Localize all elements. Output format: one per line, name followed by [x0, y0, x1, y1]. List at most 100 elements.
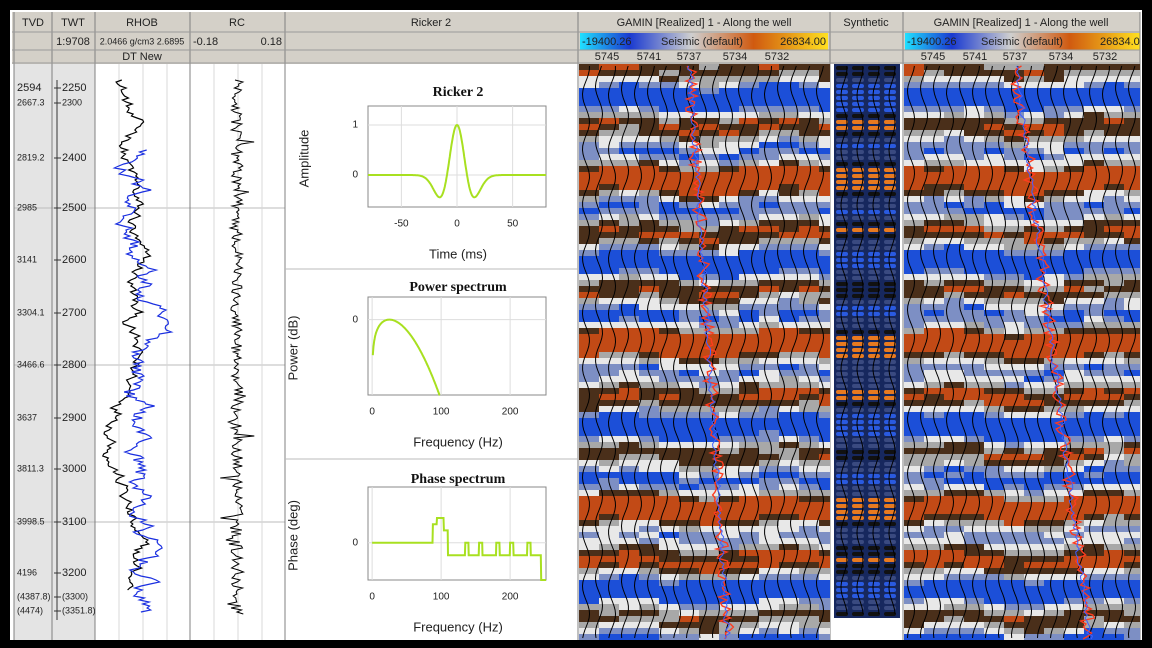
seismic-cell — [984, 220, 1004, 226]
seismic-cell — [984, 370, 1004, 376]
seismic-cell — [1084, 502, 1104, 508]
seismic-cell — [1044, 178, 1064, 184]
synthetic-cell — [884, 246, 896, 250]
seismic-cell — [719, 550, 739, 556]
seismic-cell — [819, 490, 830, 496]
seismic-cell — [739, 274, 759, 280]
seismic-cell — [819, 544, 830, 550]
seismic-cell — [944, 478, 964, 484]
synthetic-cell — [884, 96, 896, 100]
seismic-cell — [1124, 412, 1140, 418]
seismic-cell — [779, 286, 799, 292]
seismic-cell — [1124, 160, 1140, 166]
seismic-cell — [819, 598, 830, 604]
seismic-trace — [958, 65, 968, 639]
seismic-cell — [1024, 160, 1044, 166]
seismic-cell — [1064, 328, 1084, 334]
seismic-cell — [679, 346, 699, 352]
synthetic-cell — [836, 600, 848, 604]
seismic-cell — [904, 454, 924, 460]
seismic-cell — [1024, 544, 1044, 550]
seismic-cell — [619, 460, 639, 466]
seismic-cell — [799, 598, 819, 604]
synthetic-cell — [884, 558, 896, 562]
seismic-cell — [619, 88, 639, 94]
seismic-cell — [984, 592, 1004, 598]
seismic-cell — [1124, 232, 1140, 238]
seismic-cell — [944, 292, 964, 298]
seismic-cell — [579, 190, 599, 196]
seismic-cell — [984, 346, 1004, 352]
seismic-cell — [1004, 220, 1024, 226]
seismic-cell — [799, 148, 819, 154]
seismic-cell — [1104, 502, 1124, 508]
x-axis-label: Frequency (Hz) — [413, 619, 503, 634]
seismic-cell — [944, 328, 964, 334]
seismic-cell — [1004, 412, 1024, 418]
seismic-cell — [819, 196, 830, 202]
seismic-cell — [1004, 304, 1024, 310]
seismic-cell — [699, 436, 719, 442]
seismic-cell — [1064, 148, 1084, 154]
seismic-cell — [819, 358, 830, 364]
synthetic-cell — [868, 606, 880, 610]
y-tick-label: 0 — [352, 314, 358, 325]
seismic-cell — [799, 232, 819, 238]
seismic-cell — [639, 346, 659, 352]
seismic-cell — [679, 604, 699, 610]
seismic-trace — [724, 65, 734, 639]
seismic-cell — [719, 76, 739, 82]
synthetic-cell — [836, 282, 848, 286]
seismic-cell — [964, 124, 984, 130]
seismic-cell — [1104, 388, 1124, 394]
seismic-cell — [679, 550, 699, 556]
seismic-cell — [779, 442, 799, 448]
seismic-cell — [964, 592, 984, 598]
seismic-cell — [1004, 136, 1024, 142]
seismic-cell — [579, 214, 599, 220]
seismic-cell — [1084, 514, 1104, 520]
seismic-cell — [924, 436, 944, 442]
seismic-cell — [599, 436, 619, 442]
seismic-cell — [659, 328, 679, 334]
seismic-cell — [1124, 604, 1140, 610]
seismic-cell — [1044, 574, 1064, 580]
seismic-cell — [944, 490, 964, 496]
seismic-cell — [799, 478, 819, 484]
seismic-cell — [619, 412, 639, 418]
seismic-cell — [739, 538, 759, 544]
seismic-cell — [619, 178, 639, 184]
plot-title: Ricker 2 — [433, 85, 484, 100]
seismic-cell — [759, 106, 779, 112]
seismic-cell — [984, 556, 1004, 562]
seismic-cell — [944, 538, 964, 544]
seismic-cell — [1124, 268, 1140, 274]
seismic-cell — [759, 418, 779, 424]
seismic-cell — [639, 196, 659, 202]
seismic-cell — [944, 196, 964, 202]
synthetic-cell — [884, 432, 896, 436]
seismic-cell — [944, 556, 964, 562]
seismic-cell — [659, 238, 679, 244]
seismic-cell — [799, 532, 819, 538]
seismic-cell — [679, 442, 699, 448]
synthetic-cell — [852, 168, 864, 172]
seismic-cell — [659, 244, 679, 250]
synthetic-cell — [868, 486, 880, 490]
seismic-cell — [1064, 580, 1084, 586]
seismic-cell — [1024, 448, 1044, 454]
seismic-cell — [639, 304, 659, 310]
synthetic-cell — [884, 282, 896, 286]
seismic-cell — [579, 490, 599, 496]
synthetic-cell — [852, 552, 864, 556]
x-tick-label: 0 — [369, 592, 375, 603]
seismic-cell — [1044, 412, 1064, 418]
seismic-cell — [1084, 196, 1104, 202]
seismic-cell — [1064, 586, 1084, 592]
seismic-cell — [964, 430, 984, 436]
seismic-cell — [819, 352, 830, 358]
seismic-cell — [1124, 292, 1140, 298]
seismic-cell — [759, 172, 779, 178]
seismic-cell — [1044, 208, 1064, 214]
seismic-cell — [1084, 544, 1104, 550]
